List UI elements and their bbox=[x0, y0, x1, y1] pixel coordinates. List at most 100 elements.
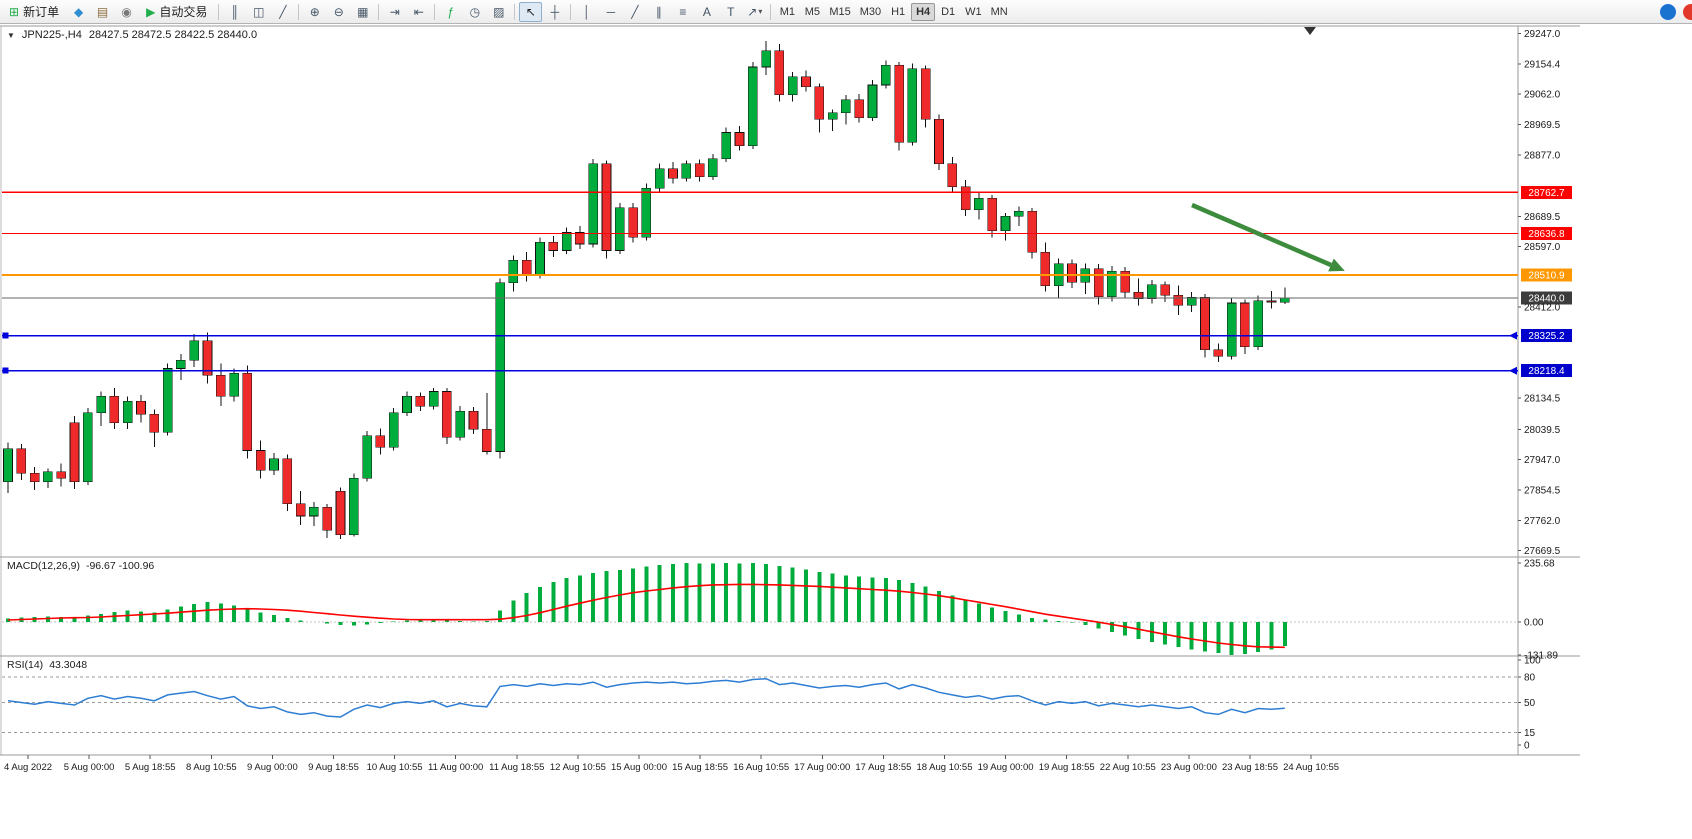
time-axis-label: 17 Aug 00:00 bbox=[794, 762, 850, 773]
candle bbox=[83, 412, 93, 482]
candle bbox=[149, 414, 160, 433]
indicators-icon[interactable]: ƒ bbox=[439, 2, 462, 22]
auto-scroll-icon[interactable]: ⇥ bbox=[383, 2, 406, 22]
collapse-icon[interactable]: ▼ bbox=[7, 30, 15, 40]
time-axis-label: 23 Aug 18:55 bbox=[1222, 762, 1278, 773]
toolbar-separator bbox=[298, 3, 300, 20]
time-axis-label: 10 Aug 10:55 bbox=[367, 762, 423, 773]
toolbar-separator bbox=[378, 3, 380, 20]
price-axis-label: 29062.0 bbox=[1524, 90, 1561, 101]
time-axis-label: 15 Aug 00:00 bbox=[611, 762, 667, 773]
arrows-icon[interactable]: ↗ ▾ bbox=[743, 2, 766, 22]
candle bbox=[1027, 210, 1037, 253]
data-window-icon[interactable]: ▤ bbox=[91, 2, 114, 22]
candle bbox=[960, 186, 971, 210]
candle bbox=[721, 132, 732, 160]
candle bbox=[974, 197, 984, 210]
new-order-button[interactable]: ⊞ 新订单 bbox=[2, 2, 66, 22]
autotrading-button[interactable]: ▶ 自动交易 bbox=[139, 2, 214, 22]
bar-chart-icon[interactable]: ║ bbox=[223, 2, 246, 22]
timeframe-w1[interactable]: W1 bbox=[965, 5, 982, 18]
price-axis-label: 28412.0 bbox=[1524, 303, 1561, 314]
cursor-icon: ↖ bbox=[525, 4, 536, 19]
text-icon[interactable]: A bbox=[695, 2, 718, 22]
candle bbox=[69, 422, 80, 482]
tile-windows-icon[interactable]: ▦ bbox=[351, 2, 374, 22]
templates-icon[interactable]: ▨ bbox=[487, 2, 510, 22]
candle bbox=[1240, 302, 1250, 347]
timeframe-m5[interactable]: M5 bbox=[804, 5, 820, 18]
candle bbox=[1147, 284, 1157, 300]
candle bbox=[1226, 302, 1237, 357]
time-axis-label: 19 Aug 18:55 bbox=[1039, 762, 1095, 773]
navigator-icon: ◉ bbox=[121, 4, 132, 19]
navigator-icon[interactable]: ◉ bbox=[115, 2, 138, 22]
community-icon[interactable] bbox=[1660, 3, 1676, 20]
support-line-2-right-anchor[interactable] bbox=[1509, 366, 1517, 375]
candle bbox=[814, 86, 825, 120]
price-axis-label: 28969.5 bbox=[1524, 120, 1561, 131]
time-axis-label: 5 Aug 18:55 bbox=[125, 762, 176, 773]
candlestick-chart-icon[interactable]: ◫ bbox=[247, 2, 270, 22]
candle bbox=[1120, 270, 1130, 293]
timeframe-m30[interactable]: M30 bbox=[859, 5, 882, 18]
timeframe-h1[interactable]: H1 bbox=[891, 5, 906, 18]
resistance-line-1-badge bbox=[1521, 185, 1572, 199]
candle bbox=[428, 391, 439, 407]
horizontal-line-icon[interactable]: ─ bbox=[599, 2, 622, 22]
channel-icon[interactable]: ∥ bbox=[647, 2, 670, 22]
candle bbox=[242, 373, 253, 451]
trendline-icon[interactable]: ╱ bbox=[623, 2, 646, 22]
down-trend-arrow[interactable] bbox=[1191, 202, 1332, 268]
timeframe-m15[interactable]: M15 bbox=[829, 5, 851, 18]
chart-window[interactable]: 235.68 0.00 -131.89 100 80 50 15 0 28762.7 28636.… bbox=[0, 24, 1692, 839]
fibonacci-icon[interactable]: ≡ bbox=[671, 2, 694, 22]
candle bbox=[854, 99, 865, 119]
timeframe-m1[interactable]: M1 bbox=[779, 5, 795, 18]
auto-scroll-icon: ⇥ bbox=[389, 4, 400, 19]
candle bbox=[481, 428, 492, 452]
chart-shift-marker[interactable] bbox=[1304, 27, 1316, 35]
zoom-in-icon[interactable]: ⊕ bbox=[303, 2, 326, 22]
support-line-1-badge-label: 28325.2 bbox=[1528, 331, 1565, 342]
time-axis-label: 15 Aug 18:55 bbox=[672, 762, 728, 773]
alerts-icon[interactable] bbox=[1683, 3, 1692, 20]
vertical-line-icon[interactable]: │ bbox=[575, 2, 598, 22]
time-axis-label: 11 Aug 00:00 bbox=[428, 762, 483, 773]
support-line-2-badge bbox=[1521, 364, 1572, 378]
candle bbox=[920, 68, 931, 120]
support-line-1-left-anchor[interactable] bbox=[2, 332, 9, 339]
time-axis-label: 19 Aug 00:00 bbox=[978, 762, 1034, 773]
timeframe-mn[interactable]: MN bbox=[990, 5, 1008, 18]
candle bbox=[1160, 284, 1170, 296]
chart-shift-icon[interactable]: ⇤ bbox=[407, 2, 430, 22]
rsi-name: RSI(14) bbox=[7, 659, 44, 671]
candle bbox=[1093, 268, 1104, 298]
market-watch-icon[interactable]: ◆ bbox=[67, 2, 90, 22]
time-axis-label: 17 Aug 18:55 bbox=[855, 762, 911, 773]
candle bbox=[561, 232, 572, 251]
crosshair-icon[interactable]: ┼ bbox=[543, 2, 566, 22]
text-label-icon[interactable]: T bbox=[719, 2, 742, 22]
candle bbox=[362, 435, 372, 479]
line-chart-icon[interactable]: ╱ bbox=[271, 2, 294, 22]
text-label-icon: T bbox=[727, 4, 735, 19]
support-line-2-left-anchor[interactable] bbox=[2, 367, 9, 374]
crosshair-icon: ┼ bbox=[550, 4, 560, 19]
candle bbox=[255, 450, 266, 471]
support-line-1-right-anchor[interactable] bbox=[1509, 331, 1517, 340]
toolbar-items: ⊞ 新订单 ◆ ▤ ◉ ▶ 自动交易 ║ ◫ ╱ ⊕ ⊖ ▦ ⇥ ⇤ ƒ ◷ ▨ ↖ ┼ │ ─ ╱ ∥ ≡ A T ↗ ▾ M1 M5 M1… bbox=[2, 1, 1012, 22]
cursor-icon[interactable]: ↖ bbox=[519, 1, 543, 22]
periods-icon[interactable]: ◷ bbox=[463, 2, 486, 22]
timeframe-h4[interactable]: H4 bbox=[911, 2, 936, 21]
timeframe-d1[interactable]: D1 bbox=[941, 5, 956, 18]
pivot-line-badge-label: 28510.9 bbox=[1528, 270, 1565, 281]
candle bbox=[309, 506, 319, 517]
candle bbox=[202, 340, 213, 376]
candle bbox=[907, 68, 918, 143]
resistance-line-2-badge bbox=[1521, 227, 1572, 241]
down-trend-arrow-head bbox=[1328, 258, 1345, 272]
zoom-out-icon[interactable]: ⊖ bbox=[327, 2, 350, 22]
candle bbox=[162, 368, 173, 433]
